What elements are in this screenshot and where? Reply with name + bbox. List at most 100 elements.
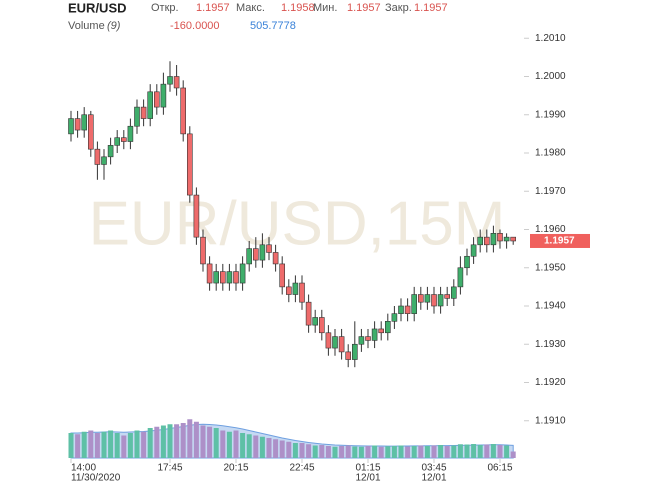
volume-bar	[306, 444, 312, 458]
volume-bar	[121, 435, 127, 458]
volume-bar	[411, 446, 417, 458]
volume-bar	[484, 444, 490, 458]
volume-bar	[510, 451, 516, 458]
candle-body	[213, 271, 219, 284]
candle-body	[81, 114, 87, 131]
candle-body	[411, 294, 418, 314]
candle-body	[94, 148, 101, 165]
volume-bar	[279, 440, 285, 458]
volume-bar	[226, 431, 232, 458]
x-tick-label: 14:00	[71, 463, 96, 474]
low-value: 1.1957	[347, 2, 381, 14]
candle-body	[325, 332, 332, 349]
volume-bar	[365, 446, 371, 458]
volume-bar	[385, 446, 391, 458]
candle-body	[253, 248, 259, 261]
candle-body	[299, 282, 305, 303]
volume-bar	[240, 433, 246, 458]
volume-bar	[108, 430, 114, 458]
volume-bar	[292, 443, 298, 458]
volume-bar	[233, 430, 239, 458]
candle-body	[187, 133, 193, 196]
volume-bar	[174, 424, 180, 458]
volume-bar	[431, 445, 437, 458]
last-price-label: 1.1957	[544, 236, 575, 247]
volume-bar	[477, 445, 483, 458]
candle-body	[490, 233, 497, 246]
volume-bar	[187, 419, 193, 458]
candle-body	[88, 114, 94, 150]
y-tick-label: 1.2010	[535, 33, 566, 44]
candle-body	[477, 236, 484, 246]
y-tick-label: 1.2000	[535, 71, 566, 82]
x-tick-label: 22:45	[289, 463, 314, 474]
volume-bar	[220, 430, 226, 458]
candle-body	[338, 336, 345, 353]
y-tick-label: 1.1910	[535, 415, 566, 426]
volume-bar	[332, 446, 338, 458]
candle-body	[154, 91, 160, 108]
candle-body	[345, 351, 352, 360]
x-date-label: 11/30/2020	[71, 473, 121, 484]
candle-body	[226, 271, 233, 284]
volume-bar	[193, 421, 199, 458]
candle-body	[358, 336, 365, 345]
candle-body	[444, 294, 451, 299]
volume-bar	[339, 446, 345, 458]
symbol: EUR/USD	[68, 0, 127, 15]
volume-bar	[160, 425, 166, 458]
volume-bar	[464, 444, 470, 458]
candle-body	[68, 118, 74, 135]
volume-bar	[372, 445, 378, 458]
volume-bar	[259, 436, 265, 458]
open-value: 1.1957	[196, 2, 230, 14]
volume-bar	[180, 423, 186, 458]
candle-body	[398, 305, 404, 314]
volume-bar	[114, 433, 120, 458]
volume-bar	[312, 445, 318, 458]
volume-bar	[391, 446, 397, 458]
high-value: 1.1958	[281, 2, 315, 14]
y-tick-label: 1.1950	[535, 262, 566, 273]
candle-body	[193, 194, 200, 238]
volume-bar	[75, 434, 81, 458]
candle-body	[167, 76, 173, 85]
volume-bar	[200, 425, 206, 458]
volume-bar	[438, 445, 444, 458]
x-tick-label: 03:45	[421, 463, 446, 474]
candle-body	[114, 137, 120, 146]
volume-bar	[101, 431, 107, 458]
candle-body	[318, 317, 325, 334]
y-tick-label: 1.1920	[535, 377, 566, 388]
candle-body	[470, 244, 477, 257]
candle-body	[483, 236, 490, 246]
volume-bar	[167, 424, 173, 458]
candle-body	[510, 236, 517, 242]
volume-bar	[490, 444, 496, 458]
low-label: Мин.	[313, 2, 337, 14]
candle-body	[101, 156, 107, 165]
volume-bar	[398, 445, 404, 458]
volume-bar	[345, 445, 351, 458]
x-tick-label: 17:45	[157, 463, 182, 474]
candle-body	[285, 286, 292, 295]
candle-body	[371, 328, 378, 341]
x-tick-label: 20:15	[223, 463, 248, 474]
candle-body	[173, 76, 180, 89]
candle-body	[233, 271, 239, 284]
volume-bar	[154, 426, 160, 458]
volume-bar	[68, 433, 74, 458]
candle-body	[457, 267, 464, 288]
volume-label: Volume	[68, 20, 105, 32]
volume-bar	[405, 446, 411, 458]
y-tick-label: 1.1970	[535, 186, 566, 197]
volume-change: -160.0000	[170, 20, 220, 32]
candle-body	[404, 305, 411, 314]
candle-body	[220, 271, 226, 284]
high-label: Макс.	[236, 2, 265, 14]
volume-bar	[444, 446, 450, 458]
candle-body	[292, 282, 299, 295]
volume-bar	[424, 446, 430, 458]
candle-body	[450, 286, 457, 299]
